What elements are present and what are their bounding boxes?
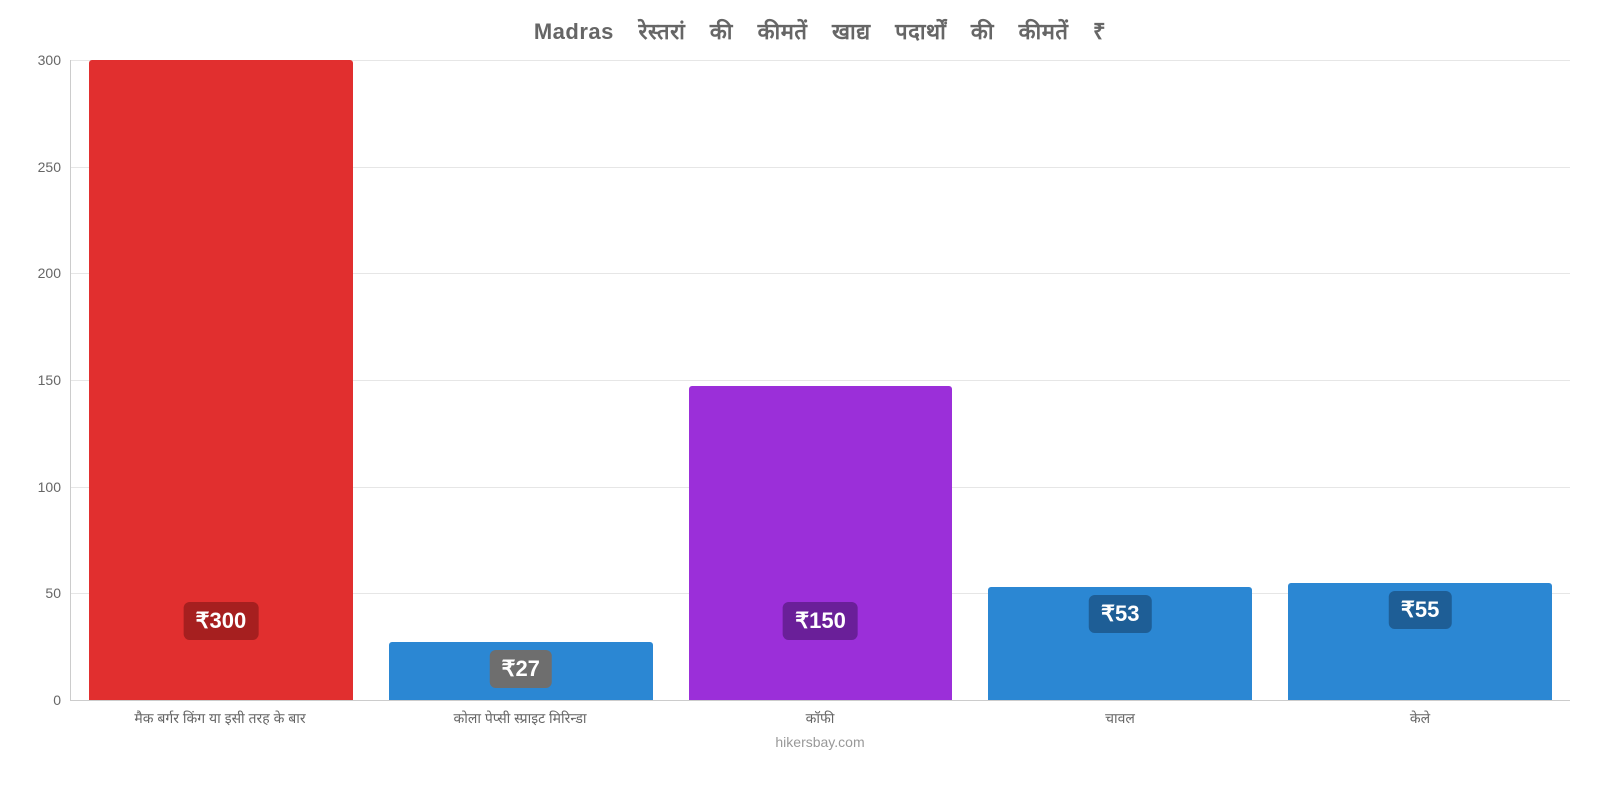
bar: ₹27 bbox=[389, 642, 653, 700]
value-badge: ₹27 bbox=[489, 650, 551, 688]
x-axis-label: कोला पेप्सी स्प्राइट मिरिन्डा bbox=[370, 709, 670, 728]
y-tick-label: 0 bbox=[53, 692, 61, 708]
bar: ₹300 bbox=[89, 60, 353, 700]
bar-slot: ₹27 bbox=[371, 60, 671, 700]
bar-slot: ₹53 bbox=[970, 60, 1270, 700]
bar-slot: ₹55 bbox=[1270, 60, 1570, 700]
y-tick-label: 250 bbox=[38, 159, 61, 175]
bar: ₹55 bbox=[1288, 583, 1552, 700]
y-tick-label: 50 bbox=[45, 585, 61, 601]
x-axis-labels: मैक बर्गर किंग या इसी तरह के बारकोला पेप… bbox=[70, 709, 1570, 728]
value-badge: ₹53 bbox=[1089, 595, 1151, 633]
bar-slot: ₹300 bbox=[71, 60, 371, 700]
bar: ₹53 bbox=[988, 587, 1252, 700]
price-bar-chart: Madras रेस्तरां की कीमतें खाद्य पदार्थों… bbox=[0, 0, 1600, 800]
x-axis-label: चावल bbox=[970, 709, 1270, 728]
value-badge: ₹150 bbox=[783, 602, 858, 640]
x-axis-label: कॉफी bbox=[670, 709, 970, 728]
y-tick-label: 200 bbox=[38, 265, 61, 281]
chart-footer: hikersbay.com bbox=[70, 734, 1570, 750]
value-badge: ₹55 bbox=[1389, 591, 1451, 629]
x-axis-label: मैक बर्गर किंग या इसी तरह के बार bbox=[70, 709, 370, 728]
chart-title: Madras रेस्तरां की कीमतें खाद्य पदार्थों… bbox=[70, 10, 1570, 60]
bar: ₹150 bbox=[689, 386, 953, 700]
bars-container: ₹300 ₹27 ₹150 ₹53 ₹55 bbox=[71, 60, 1570, 700]
bar-slot: ₹150 bbox=[671, 60, 971, 700]
y-tick-label: 300 bbox=[38, 52, 61, 68]
y-tick-label: 100 bbox=[38, 479, 61, 495]
plot-area: 050100150200250300₹300₹27₹150₹53₹55 bbox=[70, 60, 1570, 701]
x-axis-label: केले bbox=[1270, 709, 1570, 728]
value-badge: ₹300 bbox=[184, 602, 259, 640]
y-tick-label: 150 bbox=[38, 372, 61, 388]
